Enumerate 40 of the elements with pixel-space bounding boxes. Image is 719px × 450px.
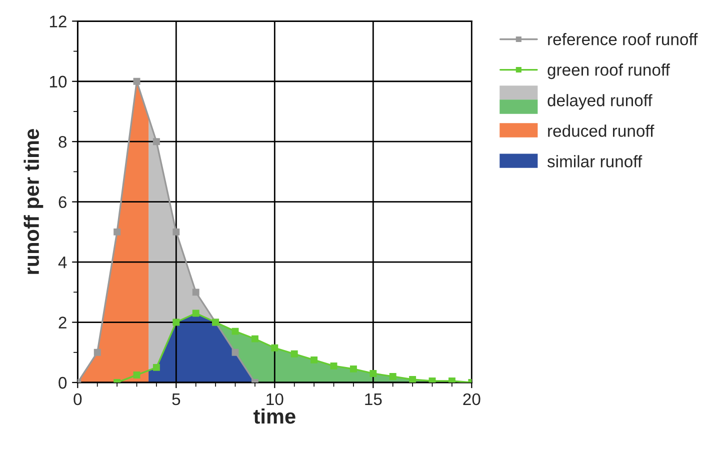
point bbox=[409, 376, 416, 382]
point bbox=[290, 350, 298, 358]
point bbox=[350, 365, 357, 372]
y-tick-label: 2 bbox=[58, 316, 66, 328]
point bbox=[152, 364, 160, 371]
point bbox=[133, 372, 140, 378]
point bbox=[310, 356, 318, 364]
x-tick-label: 10 bbox=[266, 393, 284, 406]
y-tick-label: 10 bbox=[50, 76, 67, 88]
x-tick-label: 5 bbox=[172, 394, 180, 406]
point bbox=[232, 348, 239, 356]
legend-label: reference roof runoff bbox=[548, 33, 698, 46]
point bbox=[389, 373, 396, 380]
point bbox=[114, 228, 121, 236]
point bbox=[232, 328, 239, 335]
legend-label: reduced runoff bbox=[548, 124, 654, 137]
y-axis-title: runoff per time bbox=[24, 129, 44, 274]
x-tick-label: 20 bbox=[463, 393, 480, 406]
y-tick-label: 12 bbox=[50, 16, 66, 28]
point bbox=[251, 335, 258, 342]
point bbox=[133, 78, 140, 85]
y-tick-label: 6 bbox=[58, 196, 67, 208]
y-tick-label: 4 bbox=[58, 256, 67, 268]
y-tick-label: 8 bbox=[58, 136, 67, 148]
point bbox=[192, 288, 200, 296]
x-axis-title: time bbox=[253, 408, 296, 424]
legend-label: delayed runoff bbox=[548, 94, 652, 110]
point bbox=[370, 370, 377, 377]
point bbox=[330, 362, 338, 370]
point bbox=[192, 310, 200, 317]
x-tick-label: 15 bbox=[365, 394, 382, 406]
point bbox=[152, 138, 160, 146]
point bbox=[271, 344, 278, 352]
legend-label: green roof runoff bbox=[548, 64, 670, 80]
point bbox=[94, 348, 101, 356]
x-tick-label: 0 bbox=[74, 393, 82, 406]
legend-label: similar runoff bbox=[547, 155, 642, 168]
point bbox=[172, 318, 180, 326]
point bbox=[172, 228, 180, 236]
y-tick-label: 0 bbox=[58, 376, 67, 389]
